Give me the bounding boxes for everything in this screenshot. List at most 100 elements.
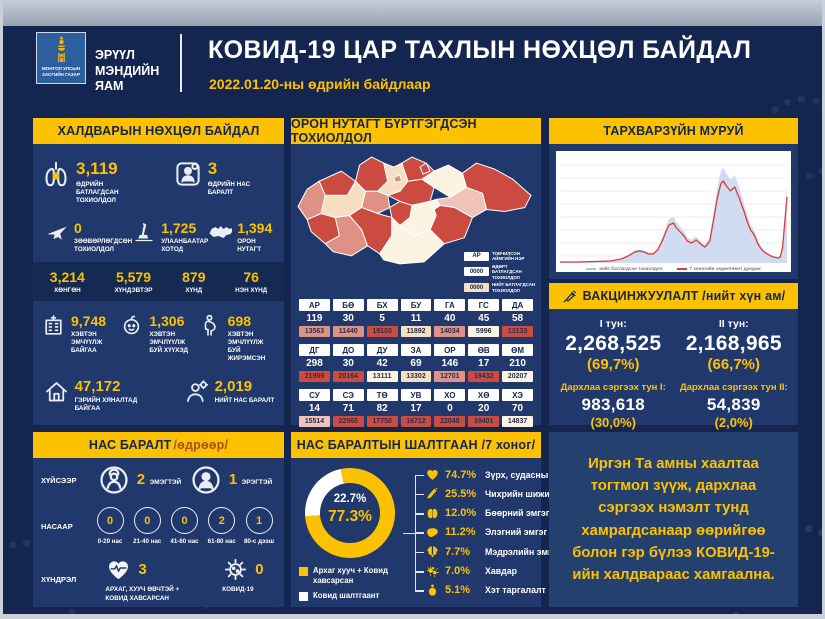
vaccination-banner: ВАКЦИНЖУУЛАЛТ /нийт хүн ам/ — [549, 283, 798, 309]
curve-legend-item: нийт батлагдсан тохиолдол — [586, 266, 663, 271]
aimag-total-cases: 22565 — [332, 416, 364, 427]
aimag-code: ДУ — [366, 344, 398, 356]
age-label: 41-60 нас — [170, 538, 199, 545]
aimag-total-cases: 5996 — [468, 326, 500, 337]
aimag-code: БУ — [400, 299, 432, 311]
gender-count: 2 — [136, 471, 146, 488]
male-icon — [189, 463, 223, 497]
aimag-code: ХЭ — [502, 389, 533, 401]
dose-percent: (69,7%) — [586, 356, 640, 373]
complication-label: КОВИД-19 — [222, 586, 254, 594]
donut-zone: 22.7% 77.3% Архаг хууч + Ковид хавсарсан… — [291, 458, 409, 607]
aimag-total-cases: 17750 — [366, 416, 398, 427]
stat-label: ЗӨӨВӨРЛӨГДСӨН ТОХИОЛДОЛ — [74, 237, 133, 253]
aimag-table-row: ДГ 298 21909 ДО 30 20164 ДУ 42 13111 — [299, 344, 533, 382]
top-border-strip — [3, 0, 822, 26]
government-logo: МОНГОЛ УЛСЫН ЗАСГИЙН ГАЗАР — [36, 32, 86, 84]
stat-label: ХЭВТЭН ЭМЧҮҮЛЖ БАЙГАА — [71, 330, 103, 355]
aimag-code: СЭ — [332, 389, 364, 401]
aimag-daily-cases: 45 — [478, 313, 490, 324]
cause-item: 74.7% Зүрх, судасны өвчин — [415, 467, 577, 482]
stat-value: 1,725 — [161, 219, 197, 236]
dose-label: I тун: — [599, 318, 627, 330]
age-row: НАСААР 0 0-20 нас 0 21-40 нас 0 41-60 н — [33, 502, 284, 551]
daily-stats-row: 3,119 ӨДРИЙН БАТЛАГДСАН ТОХИОЛДОЛ 3 ӨДРИ… — [33, 144, 284, 210]
map-legend-sample: АР — [464, 251, 489, 261]
map-panel-title: ОРОН НУТАГТ БҮРТГЭГДСЭН ТОХИОЛДОЛ — [291, 117, 541, 145]
deaths-title-sub: /өдрөөр/ — [173, 438, 229, 452]
deaths-panel-title: НАС БАРАЛТ/өдрөөр/ — [33, 432, 284, 458]
soyombo-icon — [57, 36, 65, 62]
map-legend-label: НИЙТ БАТЛАГДСАН ТОХИОЛДОЛ — [492, 282, 536, 293]
stat-value: 1,394 — [237, 219, 273, 236]
map-legend-row: 0000 ӨДӨРТ БАТЛАГДСАН ТОХИОЛДОЛ — [464, 264, 536, 281]
aimag-total-cases: 16712 — [400, 416, 432, 427]
aimag-daily-cases: 82 — [376, 403, 388, 414]
severity-item: 5,579 ХҮНДЭВТЭР — [114, 269, 152, 294]
aimag-code: ГС — [468, 299, 500, 311]
stat-label: ХЭВТЭН ЭМЧЛҮҮЛЖ БУЙ ЖИРЭМСЭН — [227, 330, 266, 363]
page-title: КОВИД-19 ЦАР ТАХЛЫН НӨХЦӨЛ БАЙДАЛ — [208, 36, 752, 64]
mongolia-choropleth-map: АР ТОВЧИЛСОН АЙМГИЙН НЭР 0000 ӨДӨРТ БАТЛ… — [291, 144, 541, 297]
dose-count: 54,839 — [706, 395, 761, 414]
severity-item: 879 ХҮНД — [182, 269, 205, 294]
stat-item: 3 ӨДРИЙН НАС БАРАЛТ — [173, 159, 276, 206]
stat-label: ӨДРИЙН БАТЛАГДСАН ТОХИОЛДОЛ — [76, 181, 119, 205]
severity-value: 3,214 — [49, 268, 85, 285]
ministry-label: ЭРҮҮЛ МЭНДИЙН ЯАМ — [95, 48, 160, 94]
aimag-daily-cases: 17 — [410, 403, 422, 414]
aimag-code: БӨ — [332, 299, 364, 311]
dose-count: 983,618 — [581, 395, 646, 414]
dose-label: Дархлаа сэргээх тун I: — [560, 382, 666, 393]
stat-value: 3,119 — [76, 159, 118, 178]
severity-label: НЭН ХҮНД — [235, 286, 268, 294]
cause-percent: 74.7% — [445, 468, 477, 481]
gender-row: ХҮЙСЭЭР 2 ЭМЭГТЭЙ 1 Э — [33, 458, 284, 502]
aimag-daily-cases: 69 — [410, 358, 422, 369]
cause-item: 7.7% Мэдрэлийн эмгэг — [415, 544, 577, 559]
stat-item: 1,725 УЛААНБААТАР ХОТОД — [132, 220, 208, 254]
hospitalized-stats-row: 9,748 ХЭВТЭН ЭМЧҮҮЛЖ БАЙГАА 1,306 ХЭВТЭН… — [33, 301, 284, 368]
aimag-cell: ӨВ 17 19432 — [468, 344, 500, 382]
stat-label: УЛААНБААТАР ХОТОД — [161, 237, 209, 253]
aimag-code: ЗА — [400, 344, 432, 356]
aimag-cell: СЭ 71 22565 — [332, 389, 364, 427]
cause-item: 11.2% Элэгний эмгэг — [415, 525, 577, 540]
aimag-code: ӨМ — [502, 344, 533, 356]
epidemic-curve-chart: нийт батлагдсан тохиолдол 7 хоногийн хөд… — [556, 151, 791, 272]
aimag-cell: ЗА 69 13302 — [400, 344, 432, 382]
cause-percent: 11.2% — [445, 526, 476, 539]
aimag-code: ОР — [434, 344, 466, 356]
aimag-total-cases: 20164 — [332, 371, 364, 382]
aimag-daily-cases: 11 — [410, 313, 422, 324]
aimag-total-cases: 21909 — [299, 371, 330, 382]
cause-label: Хэт таргалалт — [485, 585, 546, 596]
map-legend-sample: 0000 — [464, 283, 489, 292]
aimag-cell: УВ 17 16712 — [400, 389, 432, 427]
aimag-daily-cases: 42 — [376, 358, 388, 369]
regional-cases-panel: ОРОН НУТАГТ БҮРТГЭГДСЭН ТОХИОЛДОЛ — [291, 117, 541, 427]
aimag-code: АР — [299, 299, 330, 311]
severity-value: 76 — [243, 268, 259, 285]
aimag-cell: ТӨ 82 17750 — [366, 389, 398, 427]
stat-label: ОРОН НУТАГТ — [237, 237, 262, 253]
legend-swatch — [586, 267, 597, 270]
aimag-cell: ӨМ 210 20207 — [502, 344, 533, 382]
virus-icon — [222, 556, 249, 583]
bracket-connector — [403, 532, 416, 534]
aimag-daily-cases: 40 — [444, 313, 456, 324]
age-count: 1 — [245, 507, 273, 534]
brain-icon — [425, 544, 440, 559]
stat-value: 47,172 — [74, 377, 121, 395]
government-label: МОНГОЛ УЛСЫН ЗАСГИЙН ГАЗАР — [41, 66, 81, 78]
aimag-code: ГА — [434, 299, 466, 311]
header-separator — [180, 34, 182, 92]
aimag-code: СУ — [299, 389, 330, 401]
cause-percent: 5.1% — [445, 584, 471, 597]
house-icon — [43, 378, 70, 405]
row-label-complication: ХҮНДРЭЛ — [41, 575, 77, 585]
age-label: 61-80 нас — [207, 538, 236, 545]
cause-label: Хавдар — [485, 566, 518, 577]
severity-item: 3,214 ХӨНГӨН — [50, 269, 85, 294]
complication-row: ХҮНДРЭЛ 3 АРХАГ, ХУУЧ ӨВЧТЭЙ + КОВИД ХАВ… — [33, 551, 284, 608]
